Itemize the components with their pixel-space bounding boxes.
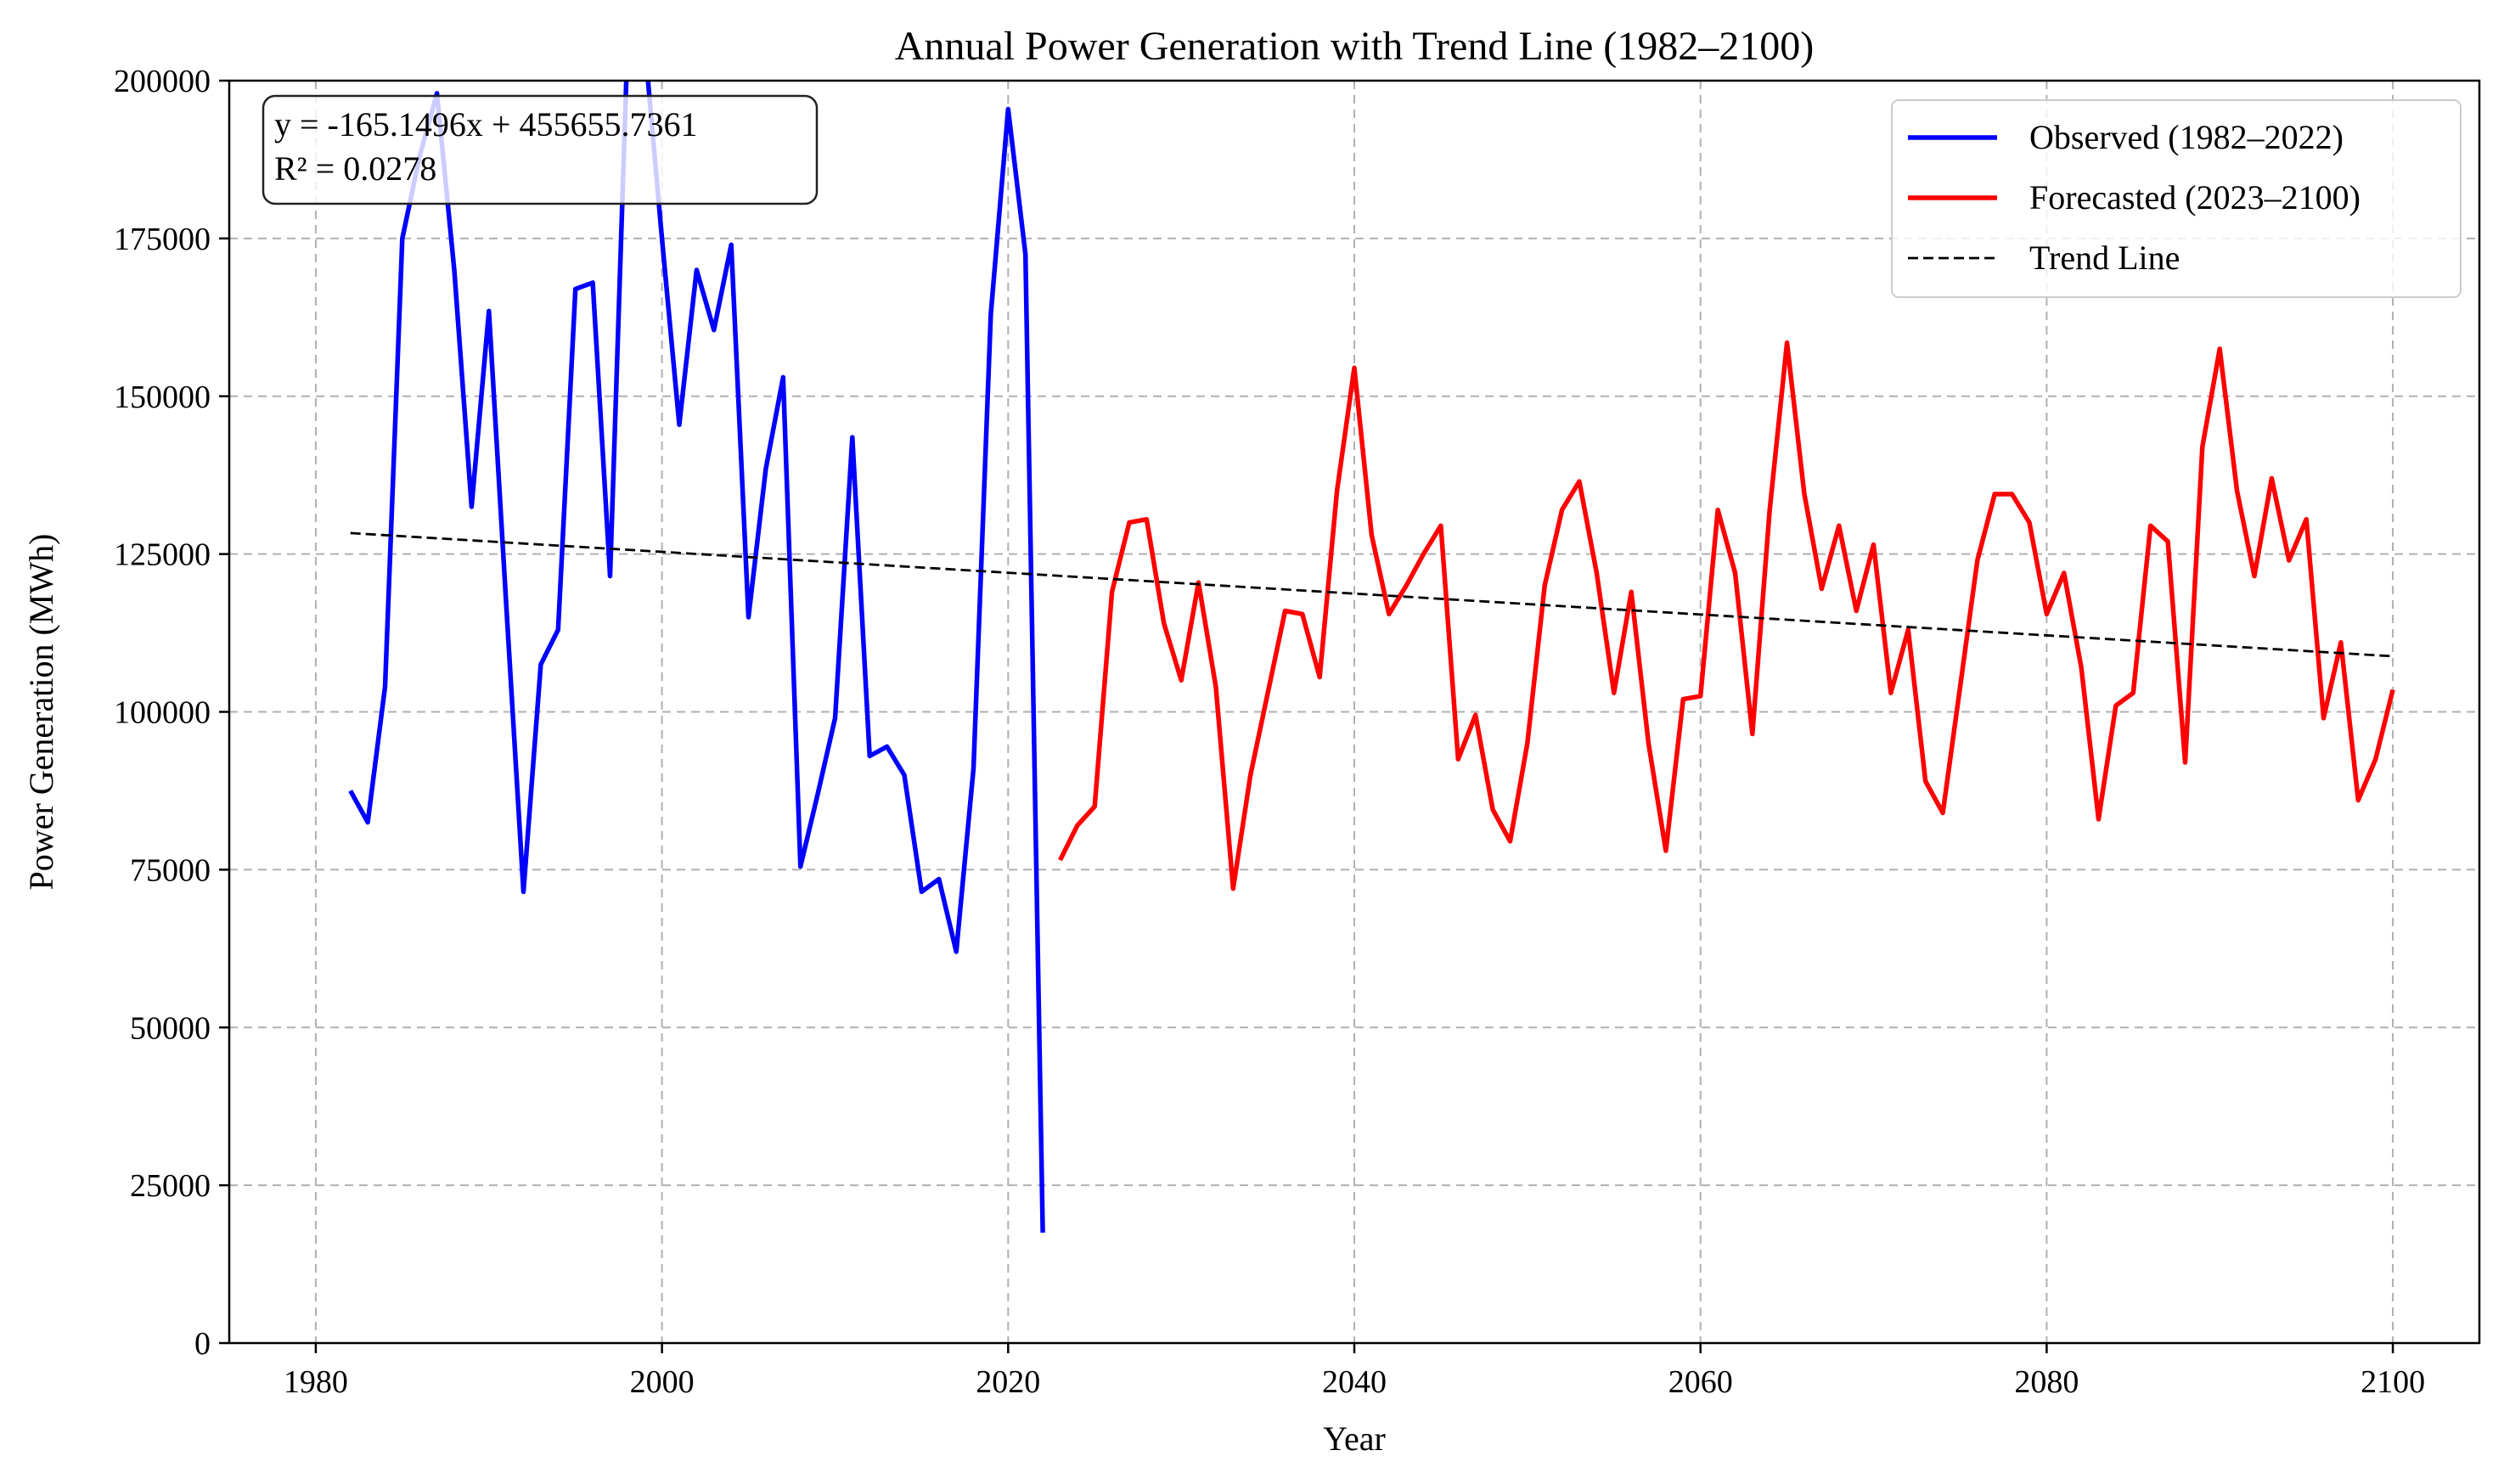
y-tick-label: 175000 [114, 222, 211, 257]
x-axis-label: Year [1323, 1419, 1386, 1458]
y-tick-label: 75000 [130, 852, 211, 888]
y-tick-label: 200000 [114, 64, 211, 99]
y-tick-label: 150000 [114, 379, 211, 415]
observed-series-line [348, 81, 1045, 1233]
legend-label-observed: Observed (1982–2022) [2029, 118, 2344, 156]
y-tick-label: 125000 [114, 537, 211, 573]
x-tick-label: 2100 [2361, 1364, 2425, 1400]
x-tick-label: 2000 [630, 1364, 695, 1400]
legend-label-forecasted: Forecasted (2023–2100) [2029, 178, 2361, 216]
x-tick-label: 2080 [2014, 1364, 2079, 1400]
trend-line [350, 531, 2394, 658]
y-axis-label: Power Generation (MWh) [22, 534, 60, 891]
equation-box-frame [262, 94, 819, 205]
chart-title: Annual Power Generation with Trend Line … [895, 24, 1815, 69]
y-tick-label: 25000 [130, 1168, 211, 1204]
x-tick-label: 2040 [1322, 1364, 1387, 1400]
tick-layer: 1980 2000 2020 2040 2060 2080 2100 0 25000 50000 7… [114, 64, 2425, 1400]
y-tick-label: 50000 [130, 1010, 211, 1046]
forecasted-series-line [1058, 340, 2395, 891]
r-squared-text: R² = 0.0278 [274, 149, 436, 188]
y-tick-label: 100000 [114, 695, 211, 731]
x-tick-label: 2060 [1668, 1364, 1733, 1400]
equation-text: y = -165.1496x + 455655.7361 [274, 105, 697, 143]
x-tick-label: 2020 [976, 1364, 1040, 1400]
series-layer [348, 81, 2395, 1233]
y-tick-label: 0 [194, 1326, 211, 1362]
legend: Observed (1982–2022) Forecasted (2023–21… [1891, 99, 2462, 298]
legend-frame [1891, 99, 2462, 298]
legend-label-trend-line: Trend Line [2029, 239, 2180, 277]
trend-equation-box: y = -165.1496x + 455655.7361 R² = 0.0278 [262, 94, 819, 205]
x-tick-label: 1980 [284, 1364, 348, 1400]
